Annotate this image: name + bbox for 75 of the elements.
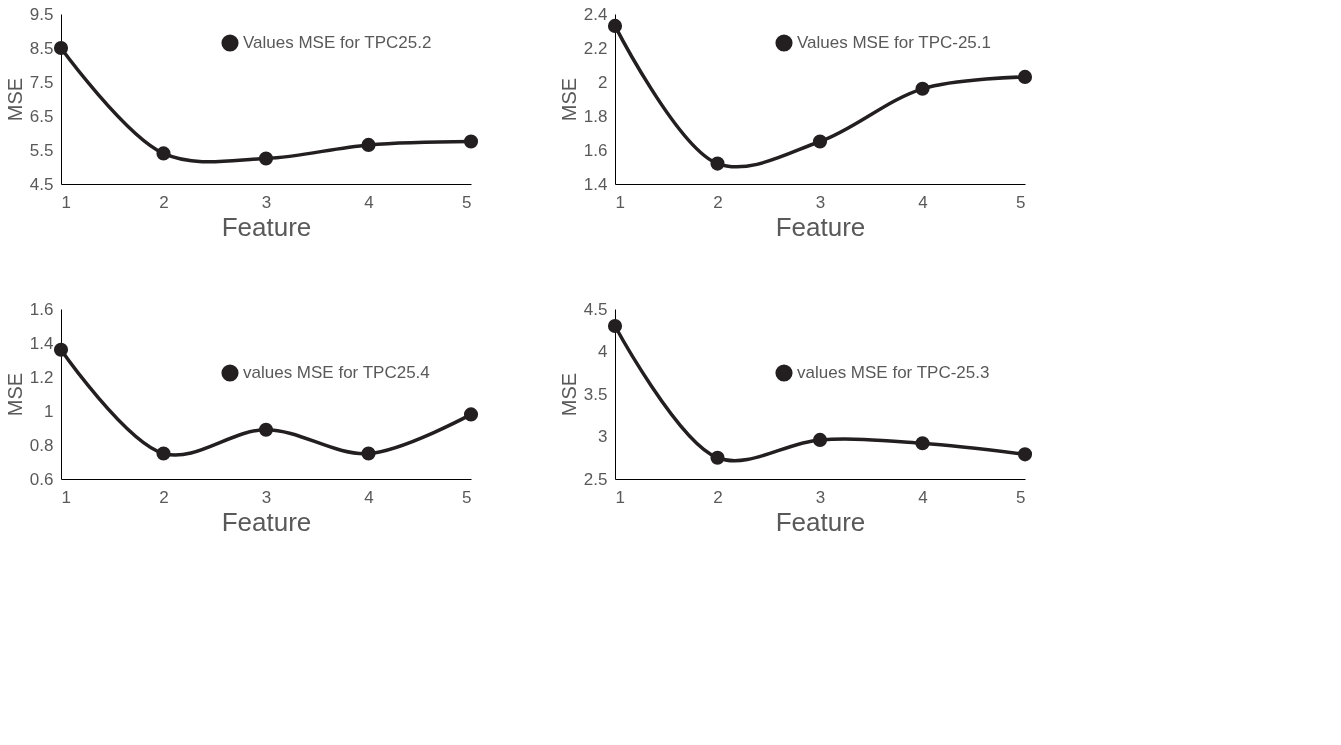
point bbox=[361, 446, 376, 461]
y-tick-label: 1.2 bbox=[29, 367, 54, 387]
point bbox=[361, 137, 376, 152]
x-tick-label: 5 bbox=[1016, 192, 1026, 212]
x-tick-label: 4 bbox=[918, 487, 928, 507]
legend-label: Values MSE for TPC-25.1 bbox=[797, 33, 992, 52]
y-axis-title: MSE bbox=[3, 77, 26, 122]
y-tick-label: 6.5 bbox=[29, 106, 54, 126]
x-tick-label: 3 bbox=[261, 192, 272, 212]
x-axis-title: Feature bbox=[775, 211, 866, 242]
y-axis-title: MSE bbox=[3, 372, 26, 417]
x-tick-label: 3 bbox=[815, 487, 826, 507]
y-tick-label: 2.2 bbox=[583, 38, 608, 58]
y-axis-title: MSE bbox=[557, 77, 580, 122]
y-tick-label: 7.5 bbox=[29, 72, 54, 92]
x-tick-label: 2 bbox=[159, 192, 169, 212]
y-tick-label: 5.5 bbox=[29, 140, 54, 160]
y-tick-label: 2.5 bbox=[583, 469, 608, 489]
point bbox=[1017, 69, 1033, 84]
y-tick-label: 1.6 bbox=[583, 140, 608, 160]
x-tick-label: 5 bbox=[462, 192, 472, 212]
x-tick-label: 4 bbox=[364, 487, 374, 507]
point bbox=[53, 40, 69, 56]
point bbox=[463, 134, 479, 149]
y-tick-label: 1 bbox=[44, 401, 54, 421]
y-tick-label: 1.8 bbox=[583, 106, 608, 126]
point bbox=[258, 422, 274, 437]
x-tick-label: 5 bbox=[462, 487, 472, 507]
y-axis-title: MSE bbox=[557, 372, 580, 417]
legend-label: values MSE for TPC-25.3 bbox=[797, 363, 990, 382]
point bbox=[710, 156, 725, 171]
y-tick-label: 3 bbox=[598, 427, 608, 446]
x-axis-title: Feature bbox=[221, 506, 312, 537]
x-tick-label: 4 bbox=[364, 192, 374, 212]
point bbox=[156, 146, 171, 161]
point bbox=[607, 18, 623, 33]
x-tick-label: 1 bbox=[615, 192, 625, 212]
x-tick-label: 3 bbox=[815, 192, 826, 212]
point bbox=[1017, 447, 1033, 462]
y-tick-label: 1.4 bbox=[583, 174, 608, 194]
point bbox=[463, 407, 479, 422]
x-tick-label: 3 bbox=[261, 487, 272, 507]
x-tick-label: 2 bbox=[713, 487, 723, 507]
y-tick-label: 0.6 bbox=[29, 469, 54, 489]
legend-label: values MSE for TPC25.4 bbox=[243, 363, 430, 382]
y-tick-label: 2 bbox=[598, 72, 608, 92]
y-tick-label: 2.4 bbox=[583, 4, 608, 24]
point bbox=[915, 81, 930, 96]
y-tick-label: 3.5 bbox=[583, 384, 608, 404]
point bbox=[53, 342, 69, 357]
x-axis-title: Feature bbox=[221, 211, 312, 242]
point bbox=[812, 432, 828, 447]
y-tick-label: 4.5 bbox=[29, 174, 54, 194]
x-tick-label: 1 bbox=[615, 487, 625, 507]
x-tick-label: 2 bbox=[713, 192, 723, 212]
point bbox=[156, 446, 171, 461]
legend-label: Values MSE for TPC25.2 bbox=[243, 33, 432, 52]
y-tick-label: 4 bbox=[598, 342, 608, 361]
x-tick-label: 1 bbox=[61, 192, 71, 212]
y-tick-label: 8.5 bbox=[29, 38, 54, 58]
point bbox=[812, 134, 828, 149]
x-tick-label: 4 bbox=[918, 192, 928, 212]
y-tick-label: 0.8 bbox=[29, 435, 54, 455]
point bbox=[607, 318, 623, 334]
point bbox=[915, 436, 930, 451]
point bbox=[258, 151, 274, 166]
y-tick-label: 9.5 bbox=[29, 4, 54, 24]
y-tick-label: 1.4 bbox=[29, 333, 54, 353]
x-tick-label: 5 bbox=[1016, 487, 1026, 507]
x-tick-label: 1 bbox=[61, 487, 71, 507]
point bbox=[710, 450, 725, 465]
y-tick-label: 4.5 bbox=[583, 299, 608, 319]
y-tick-label: 1.6 bbox=[29, 299, 54, 319]
x-tick-label: 2 bbox=[159, 487, 169, 507]
x-axis-title: Feature bbox=[775, 506, 866, 537]
